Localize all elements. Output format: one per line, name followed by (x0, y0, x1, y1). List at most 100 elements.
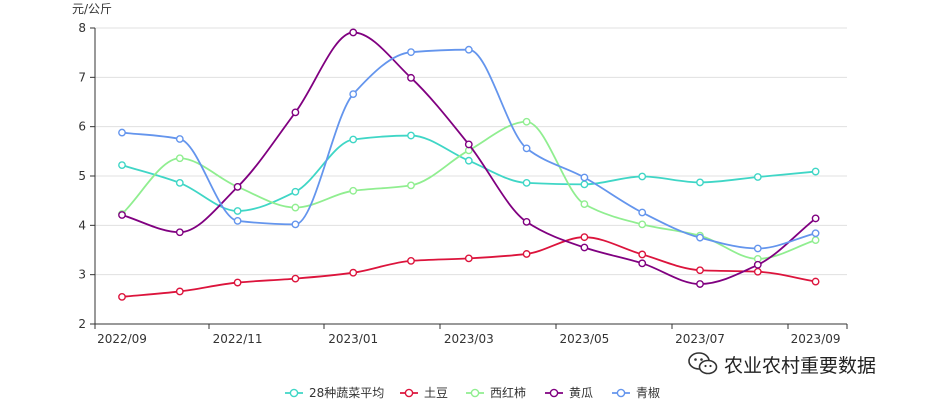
x-tick-label: 2023/07 (675, 332, 725, 346)
legend: 28种蔬菜平均 土豆 西红柿 黄瓜 青椒 (285, 385, 660, 400)
data-point[interactable] (407, 73, 415, 82)
data-point[interactable] (118, 161, 126, 170)
data-point[interactable] (580, 233, 589, 242)
data-point[interactable] (118, 292, 126, 301)
data-point[interactable] (175, 228, 184, 237)
legend-item[interactable]: 青椒 (612, 386, 660, 400)
x-tick-label: 2023/03 (444, 332, 494, 346)
wechat-icon (688, 352, 718, 375)
data-point[interactable] (464, 45, 473, 54)
data-point[interactable] (638, 172, 647, 181)
data-point[interactable] (464, 140, 473, 149)
data-point[interactable] (233, 207, 242, 215)
x-tick-label: 2022/11 (213, 332, 263, 346)
data-point[interactable] (696, 266, 704, 275)
legend-label: 西红柿 (490, 385, 526, 400)
legend-marker (289, 388, 299, 398)
legend-item[interactable]: 土豆 (400, 386, 448, 400)
data-point[interactable] (175, 154, 184, 163)
data-point[interactable] (696, 233, 704, 242)
data-point[interactable] (291, 108, 300, 117)
data-point[interactable] (580, 200, 589, 209)
data-point[interactable] (175, 287, 184, 296)
data-point[interactable] (753, 173, 762, 181)
legend-marker (404, 388, 414, 398)
data-point[interactable] (407, 131, 415, 140)
data-point[interactable] (233, 216, 242, 225)
data-point[interactable] (638, 250, 647, 259)
x-tick-label: 2023/01 (328, 332, 378, 346)
data-point[interactable] (464, 156, 473, 165)
series-group (118, 28, 820, 301)
x-tick-label: 2022/09 (97, 332, 147, 346)
data-point[interactable] (349, 90, 358, 99)
data-point[interactable] (291, 274, 300, 283)
data-point[interactable] (638, 220, 647, 229)
legend-item[interactable]: 西红柿 (466, 385, 526, 400)
legend-label: 青椒 (636, 386, 660, 400)
data-point[interactable] (118, 211, 126, 219)
data-point[interactable] (349, 28, 358, 37)
data-point[interactable] (291, 220, 300, 229)
data-point[interactable] (407, 48, 415, 57)
series-3 (118, 28, 820, 288)
data-point[interactable] (175, 179, 184, 187)
data-point[interactable] (349, 268, 358, 277)
series-4 (118, 45, 820, 253)
series-1 (118, 233, 820, 301)
data-point[interactable] (753, 244, 762, 253)
data-point[interactable] (811, 167, 820, 176)
series-0 (118, 131, 820, 215)
data-point[interactable] (291, 187, 300, 196)
series-line (121, 236, 816, 298)
legend-marker (616, 388, 626, 398)
data-point[interactable] (407, 181, 415, 190)
y-tick-label: 3 (78, 268, 86, 282)
data-point[interactable] (175, 135, 184, 143)
data-point[interactable] (464, 254, 473, 263)
y-axis-ticks: 2 3 4 5 6 7 8 (78, 21, 95, 331)
data-point[interactable] (349, 135, 358, 144)
legend-label: 黄瓜 (569, 386, 593, 400)
data-point[interactable] (291, 203, 300, 212)
data-point[interactable] (522, 250, 531, 258)
watermark-text: 农业农村重要数据 (724, 354, 877, 377)
legend-marker (470, 388, 480, 398)
data-point[interactable] (753, 267, 762, 276)
data-point[interactable] (522, 217, 531, 226)
legend-item[interactable]: 28种蔬菜平均 (285, 386, 384, 400)
data-point[interactable] (753, 260, 762, 269)
data-point[interactable] (233, 278, 242, 287)
data-point[interactable] (580, 180, 589, 189)
data-point[interactable] (522, 117, 531, 126)
legend-item[interactable]: 黄瓜 (545, 386, 593, 400)
data-point[interactable] (811, 214, 820, 223)
data-point[interactable] (580, 173, 589, 182)
legend-label: 28种蔬菜平均 (309, 386, 384, 400)
y-tick-label: 8 (78, 21, 86, 35)
y-tick-label: 7 (78, 70, 86, 84)
watermark: 农业农村重要数据 (688, 350, 876, 378)
data-point[interactable] (638, 208, 647, 217)
data-point[interactable] (580, 243, 589, 252)
data-point[interactable] (638, 259, 647, 268)
data-point[interactable] (811, 236, 820, 245)
data-point[interactable] (522, 144, 531, 153)
y-tick-label: 5 (78, 169, 86, 183)
x-axis-ticks: 2022/09 2022/11 2023/01 2023/03 2023/05 2023/… (94, 324, 848, 346)
data-point[interactable] (811, 277, 820, 286)
x-tick-label: 2023/09 (791, 332, 841, 346)
x-tick-label: 2023/05 (559, 332, 609, 346)
data-point[interactable] (811, 229, 820, 238)
data-point[interactable] (349, 186, 358, 195)
data-point[interactable] (522, 179, 531, 187)
data-point[interactable] (696, 280, 704, 288)
data-point[interactable] (233, 182, 242, 191)
y-axis-unit-label: 元/公斤 (72, 2, 112, 16)
data-point[interactable] (407, 256, 415, 265)
legend-label: 土豆 (424, 386, 448, 400)
data-point[interactable] (696, 178, 704, 187)
data-point[interactable] (118, 128, 126, 137)
y-tick-label: 2 (78, 317, 86, 331)
